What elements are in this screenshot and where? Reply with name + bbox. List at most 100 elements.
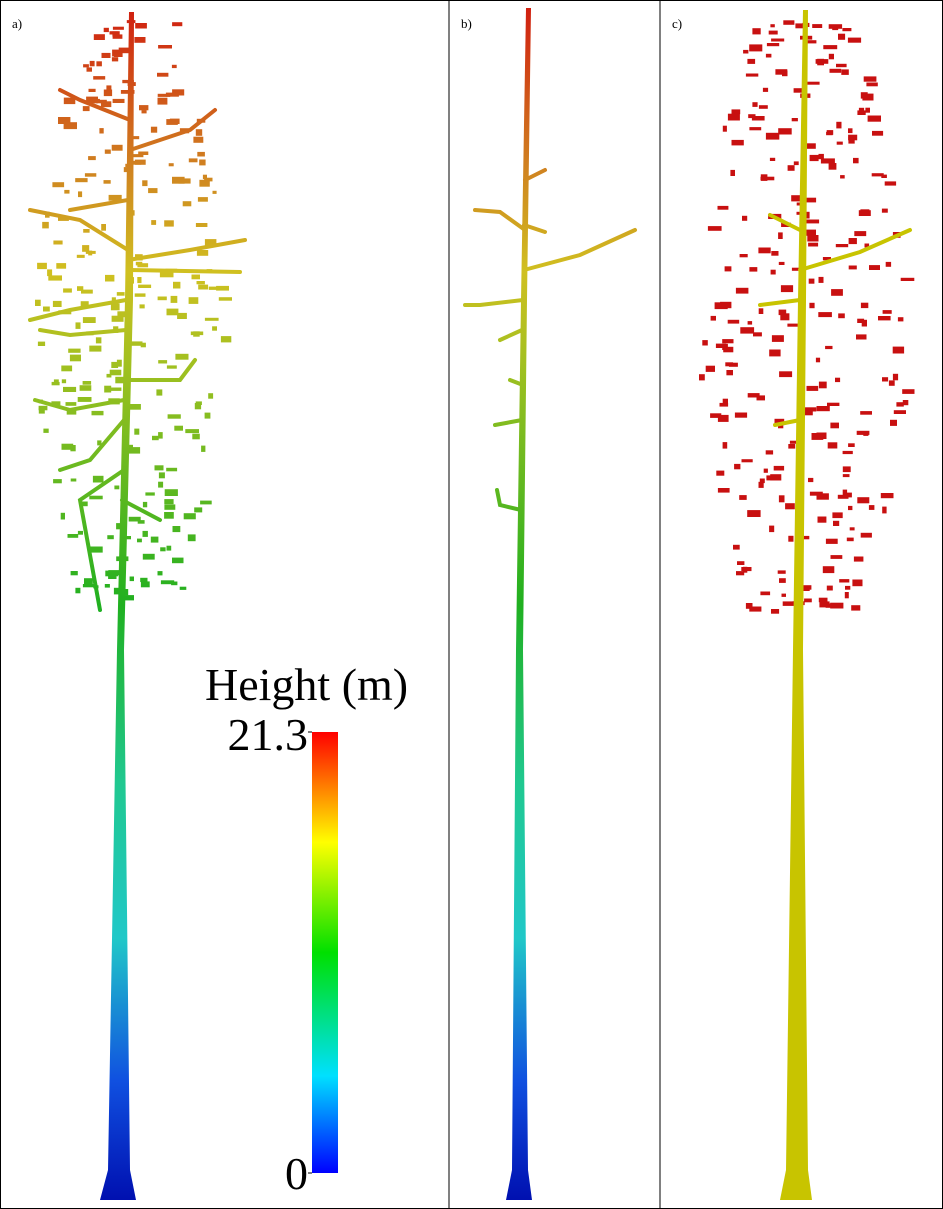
crown-point [102,53,111,58]
crown-point [75,588,80,594]
crown-point [787,324,798,327]
crown-point [760,479,765,484]
crown-point [81,301,89,306]
crown-point [829,54,834,60]
crown-point [883,310,892,314]
crown-point [193,137,203,143]
crown-point [61,366,72,372]
crown-point [766,133,779,140]
crown-point [848,128,853,133]
crown-point [782,594,787,597]
crown-point [179,178,191,183]
crown-point [143,502,147,507]
crown-point [134,429,139,435]
crown-point [156,389,162,395]
crown-point [817,493,829,499]
crown-point [823,566,835,573]
crown-point [64,98,76,105]
crown-point [89,547,102,553]
crown-point [158,432,163,439]
crown-point [209,287,220,290]
crown-point [818,517,827,523]
crown-point [93,585,98,588]
crown-point [117,292,125,296]
crown-point [155,465,164,470]
crown-point [83,317,96,323]
crown-point [166,468,177,472]
crown-point [71,479,77,482]
crown-point [827,403,839,406]
crown-point [76,322,81,329]
crown-point [830,423,839,429]
crown-point [82,245,89,252]
crown-point [806,40,816,43]
crown-point [865,108,870,113]
crown-point [759,308,764,314]
crown-point [808,478,813,482]
crown-point [97,440,101,445]
crown-point [115,377,124,384]
crown-point [809,303,814,308]
crown-point [861,92,868,98]
crown-point [743,50,748,54]
crown-point [856,334,867,339]
crown-point [779,371,792,377]
crown-point [790,441,797,444]
crown-point [848,506,852,510]
crown-point [106,85,111,90]
crown-point [730,170,735,176]
crown-point [208,393,213,399]
crown-point [108,570,119,575]
crown-point [112,297,116,303]
crown-point [169,163,174,166]
crown-point [180,128,189,133]
crown-point [780,313,789,320]
crown-point [205,318,219,321]
crown-point [166,269,178,272]
crown-point [113,326,118,333]
crown-point [740,327,754,333]
crown-point [136,262,143,266]
crown-point [145,492,154,495]
crown-point [105,275,114,282]
crown-point [736,288,749,294]
crown-point [788,444,795,449]
crown-point [902,389,914,394]
crown-point [89,346,101,352]
crown-point [94,34,105,40]
crown-point [746,603,753,609]
crown-point [78,397,92,402]
crown-point [39,406,48,411]
crown-point [96,337,102,343]
crown-point [78,531,83,535]
crown-point [53,301,62,307]
crown-point [771,39,784,42]
crown-point [817,406,830,411]
crown-point [185,429,199,433]
crown-point [212,326,217,330]
crown-point [812,433,824,440]
crown-point [836,64,847,67]
crown-point [113,99,125,103]
crown-point [840,175,845,178]
crown-point [849,266,857,270]
crown-point [188,534,196,541]
crown-point [889,380,895,385]
crown-point [39,400,43,404]
crown-point [167,546,172,551]
crown-point [785,503,795,509]
page: a) b) c) [0,0,943,1209]
crown-point [812,24,822,28]
crown-point [778,128,792,134]
crown-point [903,400,909,405]
crown-point [723,126,727,132]
crown-point [843,493,852,498]
crown-point [752,116,765,121]
crown-point [725,362,733,366]
crown-point [192,275,201,280]
crown-point [747,59,755,64]
crown-point [43,429,48,433]
crown-point [99,128,103,133]
crown-point [732,109,741,114]
crown-point [89,496,102,500]
